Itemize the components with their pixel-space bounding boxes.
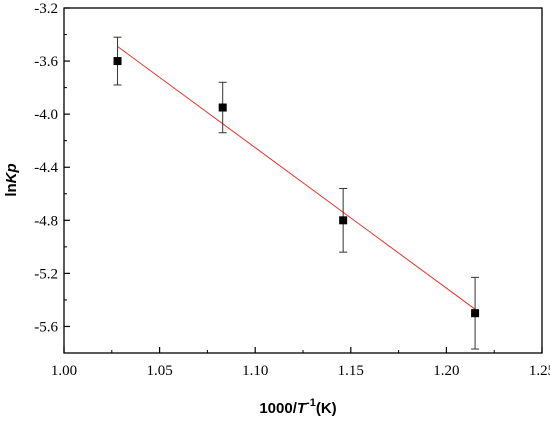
- y-tick-label: -3.2: [34, 1, 58, 17]
- x-tick-label: 1.00: [51, 363, 77, 379]
- data-points: [113, 57, 480, 318]
- x-axis-ticks: 1.00 1.05 1.10 1.15 1.20 1.25: [51, 347, 550, 379]
- x-tick-label: 1.10: [242, 363, 268, 379]
- y-tick-label: -4.8: [34, 213, 58, 229]
- data-point: [339, 216, 348, 225]
- y-tick-label: -4.0: [34, 107, 58, 123]
- x-tick-label: 1.15: [338, 363, 364, 379]
- y-axis-ticks: -3.2 -3.6 -4.0 -4.4 -4.8 -5.2 -5.6: [34, 1, 70, 335]
- x-tick-label: 1.05: [146, 363, 172, 379]
- y-tick-label: -5.6: [34, 319, 58, 335]
- fit-line: [117, 46, 476, 310]
- x-axis-title: 1000/T-1(K): [259, 397, 336, 417]
- data-point: [218, 103, 227, 112]
- y-tick-label: -3.6: [34, 54, 58, 70]
- x-tick-label: 1.20: [433, 363, 459, 379]
- data-point: [471, 309, 480, 318]
- y-tick-label: -5.2: [34, 266, 58, 282]
- fit-line-group: [117, 46, 476, 310]
- y-tick-label: -4.4: [34, 160, 58, 176]
- y-axis-title: lnKp: [3, 163, 20, 196]
- data-point: [113, 57, 122, 66]
- x-tick-label: 1.25: [529, 363, 550, 379]
